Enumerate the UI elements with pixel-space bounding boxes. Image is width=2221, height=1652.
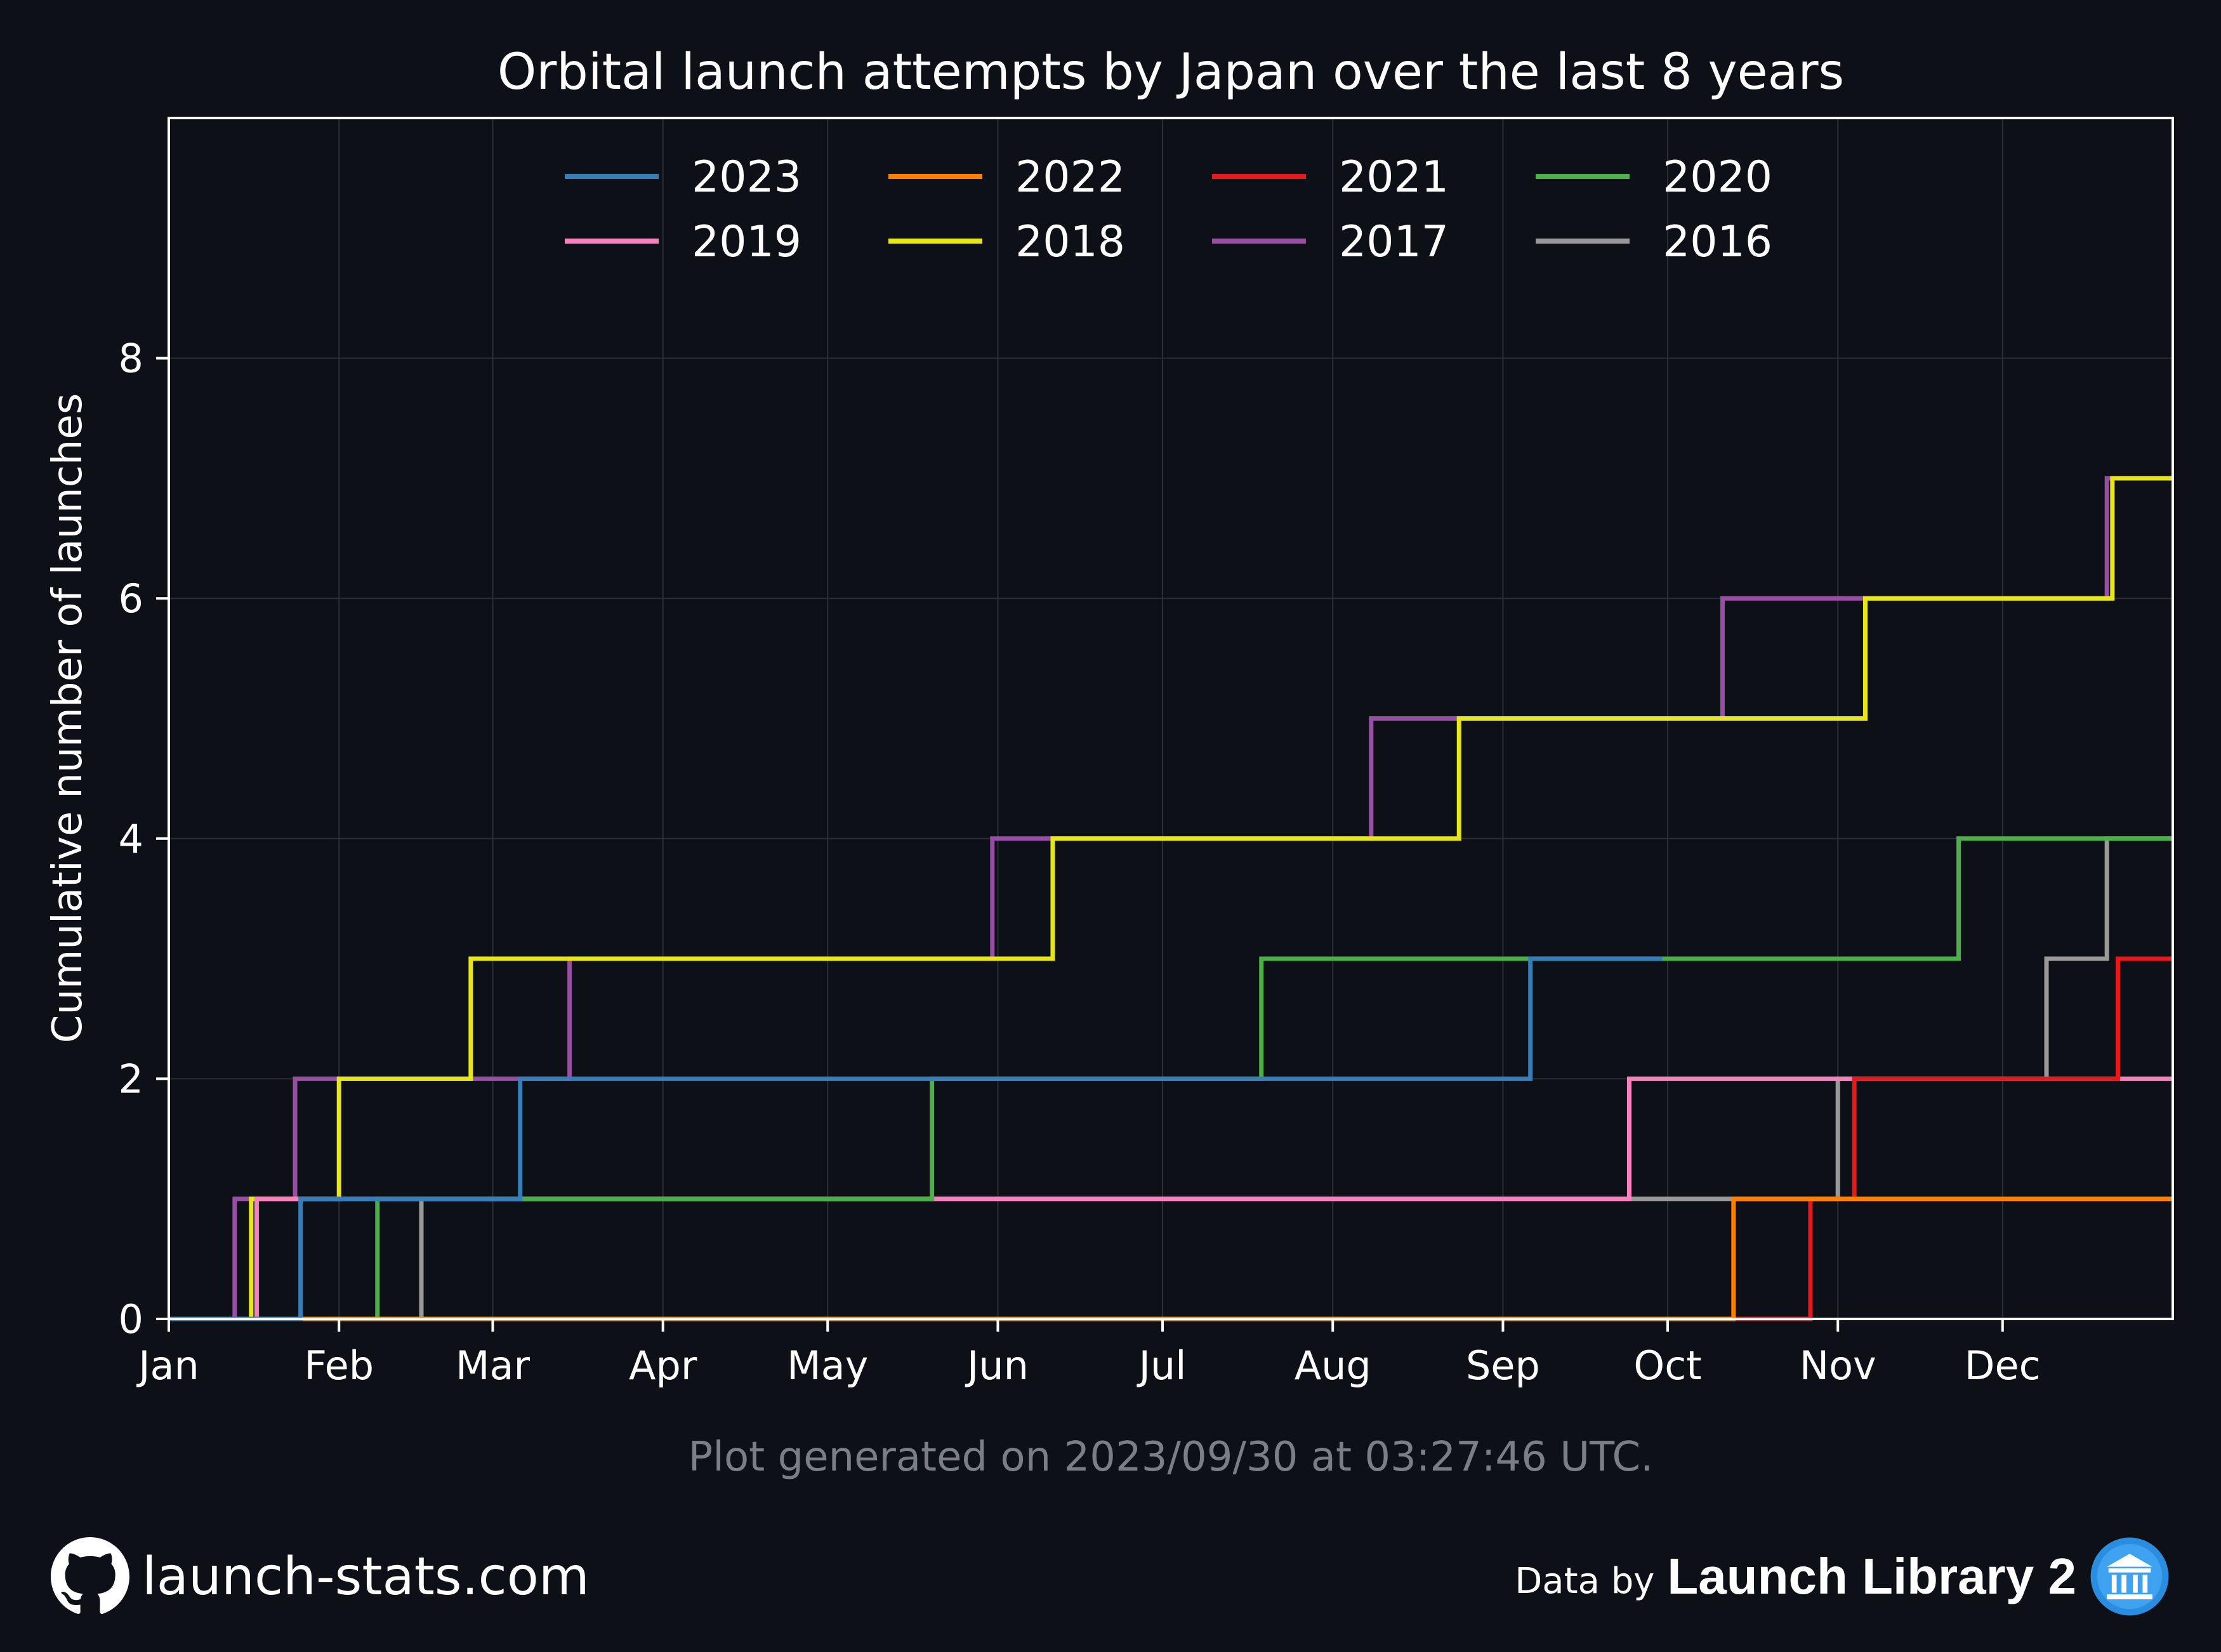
x-tick-label: Aug bbox=[1295, 1342, 1371, 1389]
x-tick-label: Dec bbox=[1965, 1342, 2041, 1389]
github-icon bbox=[51, 1537, 129, 1614]
launch-library-icon bbox=[2090, 1537, 2169, 1616]
provider-name[interactable]: Launch Library 2 bbox=[1667, 1548, 2076, 1604]
y-tick-label: 6 bbox=[119, 575, 143, 622]
legend-label-2023: 2023 bbox=[692, 152, 801, 202]
legend-label-2020: 2020 bbox=[1663, 152, 1772, 202]
series-line-2021 bbox=[169, 956, 2173, 1321]
series-line-2023 bbox=[169, 956, 1663, 1321]
y-tick-label: 8 bbox=[119, 336, 143, 382]
axes: Jan Feb Mar Apr May Jun Jul Aug Sep Oct Nov Dec 0 2 4 6… bbox=[119, 336, 2041, 1389]
legend-label-2021: 2021 bbox=[1339, 152, 1449, 202]
site-credit: launch-stats.com bbox=[51, 1532, 590, 1621]
x-tick-label: Jul bbox=[1137, 1342, 1187, 1389]
x-tick-label: Feb bbox=[304, 1342, 374, 1389]
x-tick-label: May bbox=[787, 1342, 868, 1389]
legend-label-2022: 2022 bbox=[1015, 152, 1125, 202]
x-tick-label: Mar bbox=[456, 1342, 530, 1389]
legend-label-2016: 2016 bbox=[1663, 217, 1772, 267]
legend: 2023 2022 2021 2020 2019 2018 2017 2016 bbox=[565, 152, 1772, 267]
data-credit: Data by Launch Library 2 bbox=[1515, 1532, 2170, 1621]
y-tick-label: 2 bbox=[119, 1056, 143, 1102]
legend-label-2018: 2018 bbox=[1015, 217, 1125, 267]
y-axis-label: Cumulative number of launches bbox=[44, 393, 91, 1043]
y-tick-label: 0 bbox=[119, 1296, 143, 1342]
x-tick-label: Jun bbox=[965, 1342, 1029, 1389]
x-tick-label: Apr bbox=[629, 1342, 697, 1389]
x-tick-label: Sep bbox=[1466, 1342, 1540, 1389]
legend-label-2017: 2017 bbox=[1339, 217, 1449, 267]
site-name[interactable]: launch-stats.com bbox=[142, 1546, 590, 1607]
x-tick-label: Oct bbox=[1633, 1342, 1701, 1389]
data-by-label: Data by bbox=[1515, 1560, 1655, 1602]
plot-frame bbox=[168, 117, 2174, 1320]
x-tick-label: Nov bbox=[1800, 1342, 1876, 1389]
x-tick-label: Jan bbox=[136, 1342, 199, 1389]
chart-title: Orbital launch attempts by Japan over th… bbox=[498, 44, 1844, 101]
legend-label-2019: 2019 bbox=[692, 217, 801, 267]
generated-note: Plot generated on 2023/09/30 at 03:27:46… bbox=[689, 1434, 1654, 1481]
y-tick-label: 4 bbox=[119, 816, 143, 862]
